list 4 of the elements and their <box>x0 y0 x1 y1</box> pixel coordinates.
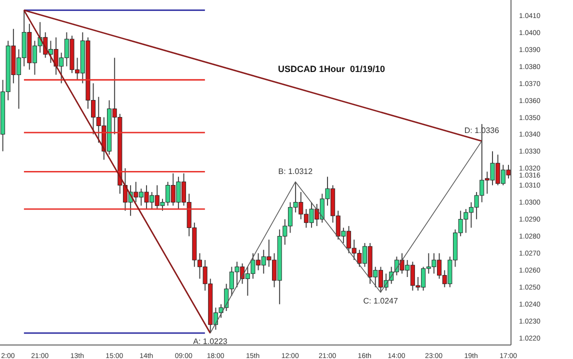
text: USDCAD 1Hour 01/19/10 <box>278 64 386 74</box>
data-label: B: 1.0312 <box>278 166 314 176</box>
data-label: C: 1.0247 <box>363 296 398 306</box>
data-label: A: 1.0223 <box>193 337 228 346</box>
